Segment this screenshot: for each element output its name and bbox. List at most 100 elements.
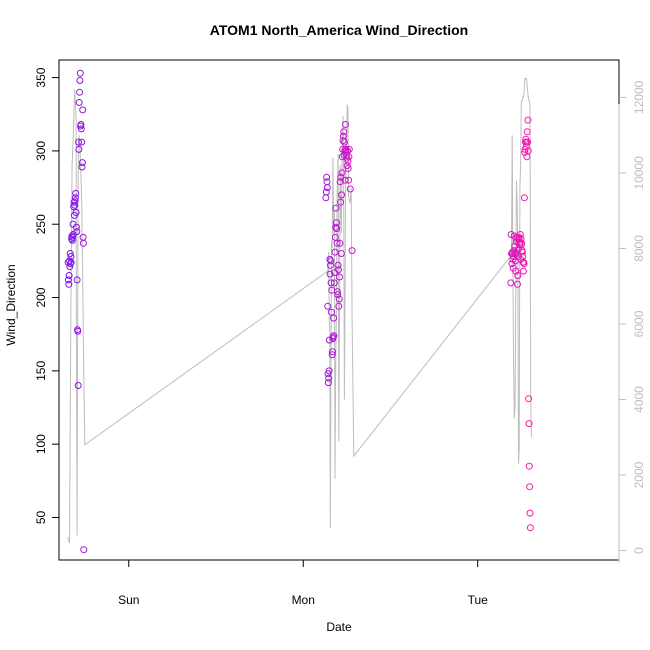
data-point xyxy=(348,247,356,255)
data-point xyxy=(512,267,520,275)
y-tick-label: 200 xyxy=(34,287,48,307)
data-point xyxy=(345,145,353,153)
data-point xyxy=(341,176,349,184)
data-point xyxy=(330,314,338,322)
y-axis-label: Wind_Direction xyxy=(4,264,18,345)
data-point xyxy=(340,138,348,146)
data-point xyxy=(507,279,515,287)
data-point xyxy=(337,250,345,257)
data-point xyxy=(66,263,74,271)
data-point xyxy=(74,327,82,335)
data-point xyxy=(514,280,521,288)
data-point xyxy=(327,257,335,265)
data-point xyxy=(332,223,340,231)
data-point xyxy=(333,225,341,233)
data-point xyxy=(78,163,86,171)
y2-tick-label: 12000 xyxy=(632,80,646,114)
data-point xyxy=(65,280,73,288)
data-point xyxy=(77,121,85,128)
data-point xyxy=(514,272,522,279)
data-point xyxy=(335,295,343,303)
data-point xyxy=(69,233,77,241)
data-point xyxy=(325,374,333,382)
data-point xyxy=(324,302,332,310)
y2-tick-label: 0 xyxy=(632,547,646,554)
data-point xyxy=(330,332,338,340)
data-point xyxy=(336,239,344,247)
data-point xyxy=(327,279,335,287)
data-point xyxy=(344,157,352,165)
data-point xyxy=(78,138,86,146)
x-tick-label-tue: Tue xyxy=(468,593,489,607)
y-tick-label: 250 xyxy=(34,214,48,234)
y2-tick-label: 10000 xyxy=(632,156,646,190)
y2-tick-label: 6000 xyxy=(632,310,646,337)
y2-tick-label: 4000 xyxy=(632,386,646,413)
y-tick-label: 50 xyxy=(34,510,48,524)
data-point xyxy=(343,154,351,162)
data-point xyxy=(325,367,333,375)
data-point xyxy=(345,153,353,161)
data-point xyxy=(64,276,72,284)
data-point xyxy=(524,138,532,146)
data-point xyxy=(78,159,86,167)
data-point xyxy=(339,137,347,145)
data-point xyxy=(67,258,75,266)
data-point xyxy=(71,194,79,202)
data-point xyxy=(322,188,330,196)
data-point xyxy=(333,239,341,247)
data-point xyxy=(75,138,82,146)
data-point xyxy=(520,260,528,268)
data-point xyxy=(522,143,530,150)
data-point xyxy=(74,382,82,389)
data-point xyxy=(338,169,346,177)
y-axis-right: 0 2000 4000 6000 8000 10000 12000 xyxy=(618,80,646,563)
x-axis-label: Date xyxy=(326,620,352,634)
data-point xyxy=(66,250,74,257)
data-point xyxy=(525,420,533,428)
data-point xyxy=(79,233,87,241)
data-point xyxy=(524,147,532,155)
data-point xyxy=(334,291,342,299)
data-point xyxy=(526,483,534,491)
data-point xyxy=(73,276,81,284)
y-axis-left: 50 100 150 200 250 300 350 xyxy=(34,67,60,535)
series-line xyxy=(67,78,532,544)
data-point xyxy=(323,173,331,181)
data-point xyxy=(76,77,84,84)
data-point xyxy=(323,184,331,192)
data-point xyxy=(340,128,348,136)
data-point xyxy=(334,261,342,269)
data-point xyxy=(520,194,528,202)
data-point xyxy=(346,185,354,193)
data-point xyxy=(526,524,534,532)
data-point xyxy=(76,69,84,77)
data-point xyxy=(525,395,533,403)
data-point xyxy=(332,204,340,212)
data-point xyxy=(516,231,524,238)
data-point xyxy=(323,178,331,186)
data-point xyxy=(71,197,79,205)
data-point xyxy=(65,272,73,279)
data-point xyxy=(333,288,341,296)
data-point xyxy=(72,209,80,216)
data-point xyxy=(330,279,338,287)
y2-tick-label: 2000 xyxy=(632,461,646,488)
data-point xyxy=(79,106,87,114)
data-point xyxy=(526,509,534,517)
data-point xyxy=(79,239,87,247)
data-point xyxy=(329,348,336,356)
y2-tick-label: 8000 xyxy=(632,235,646,262)
x-tick-label-mon: Mon xyxy=(292,593,315,607)
data-point xyxy=(73,228,81,236)
data-point xyxy=(326,270,334,278)
data-point xyxy=(72,223,80,231)
data-point xyxy=(70,198,78,206)
data-point xyxy=(342,121,349,128)
data-point xyxy=(331,248,339,256)
data-point xyxy=(525,462,533,470)
data-point xyxy=(519,267,527,275)
data-point xyxy=(324,379,332,387)
data-point xyxy=(75,145,83,153)
